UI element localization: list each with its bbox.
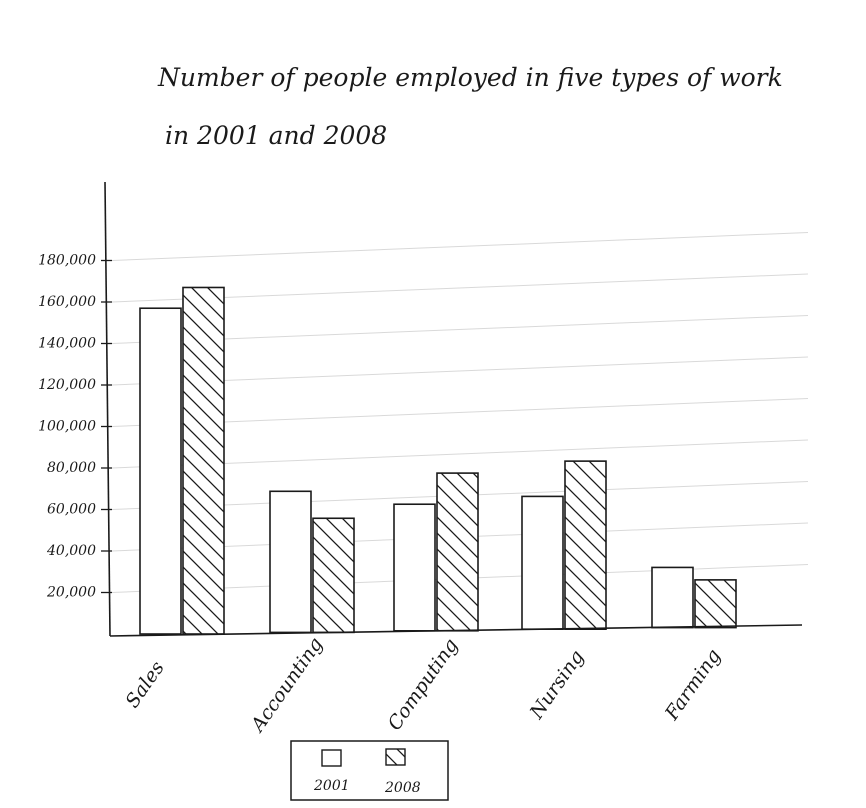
y-tick-label: 100,000 <box>38 419 96 435</box>
x-category-label-computing: Computing <box>384 635 463 735</box>
x-category-label-nursing: Nursing <box>525 646 588 723</box>
y-tick-label: 140,000 <box>38 336 96 352</box>
bar-sales-2001 <box>139 307 182 635</box>
legend-swatch-2008 <box>385 748 406 766</box>
x-axis-line <box>109 624 803 637</box>
y-tick-label: 40,000 <box>46 543 96 559</box>
chart-title-line-2: in 2001 and 2008 <box>165 121 387 150</box>
bar-nursing-2008 <box>564 460 607 630</box>
bar-farming-2008 <box>694 579 737 629</box>
gridline <box>111 398 809 427</box>
bar-farming-2001 <box>651 566 694 629</box>
legend-label-2001: 2001 <box>313 778 350 794</box>
gridline <box>111 356 809 386</box>
x-category-label-accounting: Accounting <box>246 634 328 738</box>
bar-accounting-2001 <box>269 490 312 634</box>
bar-computing-2008 <box>436 472 479 632</box>
bar-nursing-2001 <box>521 495 564 630</box>
legend-box <box>290 740 449 801</box>
bars <box>139 286 737 635</box>
x-category-label-farming: Farming <box>660 645 725 725</box>
bar-computing-2001 <box>393 503 436 632</box>
y-axis-ticks: 20,000 40,000 60,000 80,000 100,000 120,000 14… <box>38 253 112 601</box>
y-tick-label: 180,000 <box>38 253 96 269</box>
gridlines <box>111 232 809 593</box>
gridline <box>111 315 809 344</box>
y-axis-line <box>104 181 111 637</box>
legend-swatch-2001 <box>321 749 342 767</box>
bar-sales-2008 <box>182 286 225 635</box>
y-tick-label: 80,000 <box>47 460 96 476</box>
legend: 2001 2008 <box>290 740 449 801</box>
gridline <box>111 439 809 469</box>
y-tick-label: 120,000 <box>38 377 96 393</box>
gridline <box>111 273 809 303</box>
y-tick-label: 20,000 <box>46 585 96 601</box>
y-tick-label: 60,000 <box>47 502 96 518</box>
x-category-label-sales: Sales <box>121 657 169 712</box>
y-tick-label: 160,000 <box>38 294 96 310</box>
legend-label-2008: 2008 <box>384 780 421 796</box>
gridline <box>111 232 809 261</box>
chart-title-line-1: Number of people employed in five types … <box>157 63 783 92</box>
x-axis-category-labels: Sales Accounting Computing Nursing Farming <box>121 634 725 738</box>
bar-accounting-2008 <box>312 517 355 634</box>
